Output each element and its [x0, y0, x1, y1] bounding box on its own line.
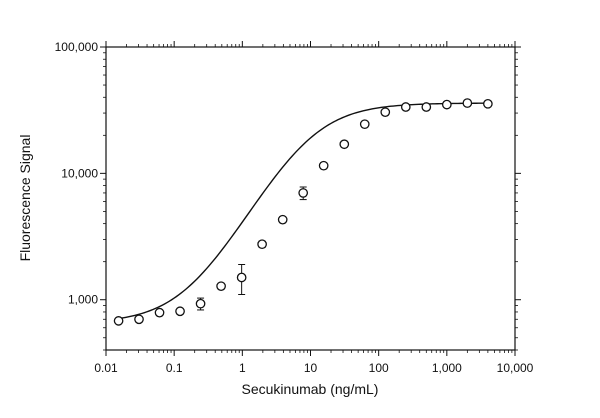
data-point [134, 314, 144, 325]
point-marker [483, 98, 493, 109]
x-tick-label: 1 [239, 361, 246, 375]
data-point [113, 316, 124, 326]
y-tick-label: 1,000 [68, 293, 98, 307]
x-tick-label: 100 [369, 361, 389, 375]
x-axis-title: Secukinumab (ng/mL) [242, 381, 379, 397]
y-tick-label: 100,000 [55, 40, 99, 54]
point-marker [380, 107, 391, 118]
x-tick-label: 1,000 [432, 361, 462, 375]
point-marker [195, 298, 206, 309]
x-tick-label: 0.1 [166, 361, 183, 375]
x-tick-label: 0.01 [94, 361, 118, 375]
point-marker [339, 139, 350, 150]
plot-frame [105, 46, 516, 351]
point-marker [359, 119, 370, 130]
data-point [216, 281, 226, 292]
data-point [154, 307, 165, 318]
point-marker [318, 160, 329, 171]
data-point [462, 98, 473, 108]
point-marker [236, 272, 247, 283]
x-tick-label: 10 [304, 361, 318, 375]
data-point [421, 102, 432, 112]
data-point [441, 99, 452, 110]
data-point [257, 239, 267, 250]
data-point [236, 263, 247, 295]
data-point [318, 160, 329, 171]
point-marker [441, 99, 452, 110]
point-marker [277, 214, 288, 225]
x-axis-ticks: 0.01 0.1 1 10 100 1,000 10,000 [94, 41, 534, 375]
y-axis-ticks: 1,000 10,000 100,000 [55, 40, 521, 351]
data-point [400, 102, 411, 112]
data-point [195, 297, 206, 311]
point-marker [421, 102, 432, 112]
y-axis-title: Fluorescence Signal [17, 135, 33, 262]
point-marker [175, 306, 185, 317]
point-marker [298, 188, 309, 198]
data-point [298, 186, 309, 201]
point-marker [400, 102, 411, 112]
point-marker [216, 281, 226, 292]
data-point [175, 306, 185, 317]
point-marker [257, 239, 267, 250]
data-points [113, 98, 493, 326]
y-tick-label: 10,000 [61, 166, 98, 180]
fit-curve [118, 102, 488, 320]
point-marker [134, 314, 144, 325]
data-point [380, 107, 391, 118]
data-point [339, 139, 350, 150]
data-point [277, 214, 288, 225]
point-marker [462, 98, 473, 108]
point-marker [113, 316, 124, 326]
point-marker [154, 307, 165, 318]
x-tick-label: 10,000 [497, 361, 534, 375]
data-point [359, 119, 370, 130]
data-point [483, 98, 493, 109]
